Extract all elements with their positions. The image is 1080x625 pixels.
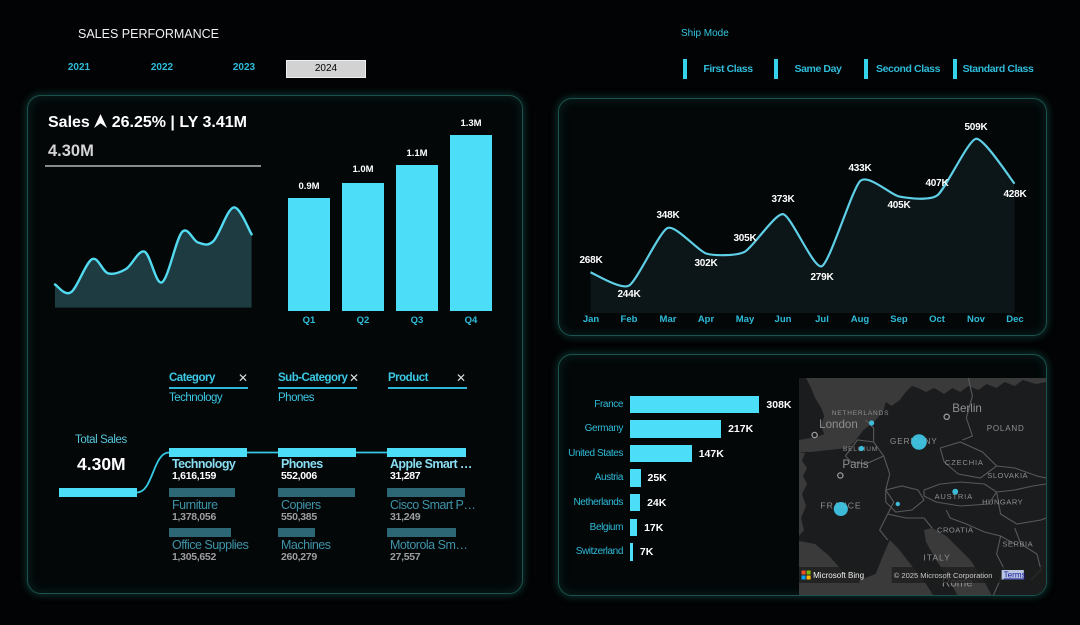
- svg-text:© 2025 Microsoft Corporation: © 2025 Microsoft Corporation: [894, 571, 993, 580]
- svg-text:Rome: Rome: [942, 577, 973, 589]
- svg-text:CROATIA: CROATIA: [937, 526, 974, 535]
- svg-text:Terms: Terms: [1004, 571, 1026, 580]
- svg-text:SERBIA: SERBIA: [1002, 540, 1033, 549]
- svg-text:POLAND: POLAND: [987, 424, 1025, 433]
- svg-text:CZECHIA: CZECHIA: [945, 458, 984, 467]
- svg-text:Paris: Paris: [842, 459, 869, 471]
- svg-text:AUSTRIA: AUSTRIA: [935, 492, 973, 501]
- svg-text:ITALY: ITALY: [923, 553, 951, 563]
- svg-text:NETHERLANDS: NETHERLANDS: [832, 410, 890, 417]
- svg-text:Microsoft Bing: Microsoft Bing: [813, 571, 864, 580]
- svg-text:SLOVAKIA: SLOVAKIA: [987, 471, 1028, 480]
- svg-text:HUNGARY: HUNGARY: [982, 497, 1023, 506]
- svg-text:London: London: [819, 419, 858, 431]
- svg-text:Berlin: Berlin: [952, 403, 982, 415]
